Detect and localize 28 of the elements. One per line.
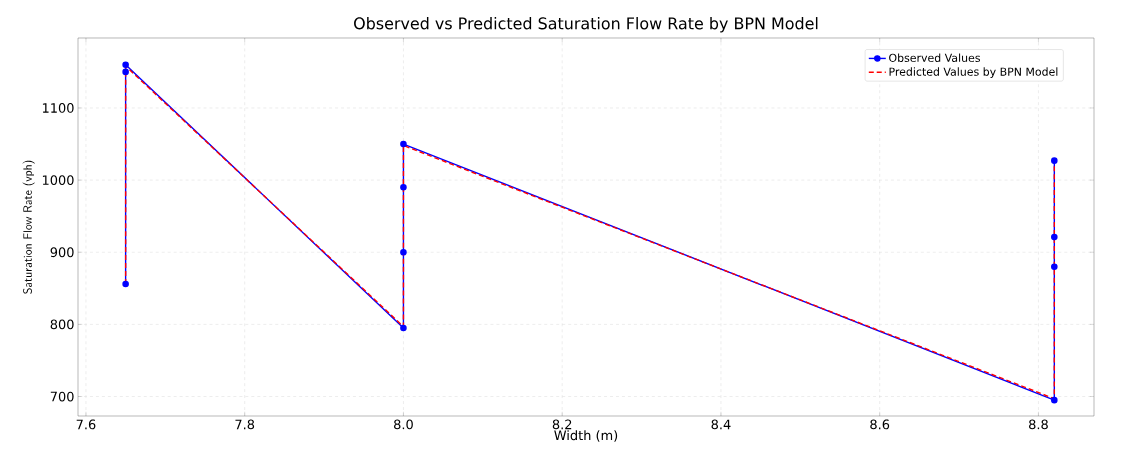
x-tick-label: 7.8 [235, 419, 255, 430]
y-tick-label: 800 [50, 319, 74, 330]
x-tick-label: 8.0 [394, 419, 413, 430]
point [400, 140, 407, 148]
point [122, 61, 129, 68]
point [1051, 396, 1058, 404]
y-tick-label: 1000 [42, 175, 74, 186]
point [400, 184, 407, 191]
x-tick-label: 8.4 [711, 419, 731, 430]
point [122, 68, 129, 76]
legend-label: Observed Values [889, 53, 980, 62]
y-tick-label: 900 [50, 247, 74, 258]
x-axis-title: Width (m) [554, 430, 618, 442]
point [400, 324, 407, 332]
y-tick-label: 1100 [42, 103, 74, 113]
point [1051, 157, 1058, 164]
y-tick-label: 700 [50, 391, 74, 402]
y-axis-title: Saturation Flow Rate (vph) [22, 160, 35, 294]
chart-title: Observed vs Predicted Saturation Flow Rate by BPN Model [354, 17, 818, 33]
x-tick-label: 8.6 [870, 419, 890, 430]
x-tick-label: 7.6 [76, 419, 96, 430]
x-tick-label: 8.8 [1029, 419, 1048, 430]
point [1051, 263, 1058, 270]
legend-label: Predicted Values by BPN Model [889, 67, 1058, 78]
point [122, 280, 129, 288]
x-tick-label: 8.2 [552, 419, 572, 430]
point [400, 248, 407, 256]
point [1051, 233, 1058, 241]
